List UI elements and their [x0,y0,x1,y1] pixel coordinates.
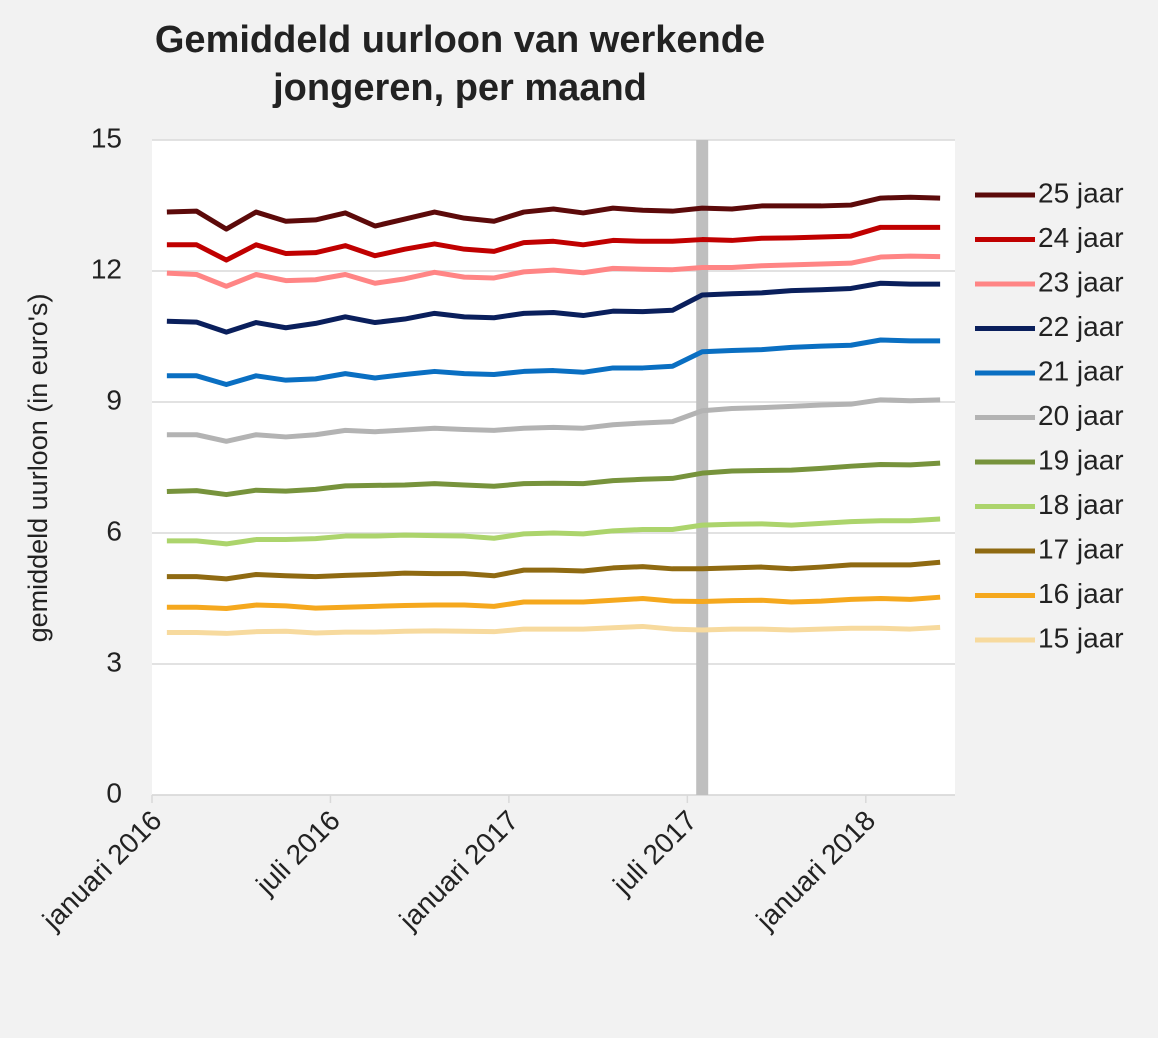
series-line [166,253,941,289]
y-tick-label: 0 [106,777,122,808]
series-line [166,280,941,335]
y-tick-label: 9 [106,384,122,415]
legend-label: 16 jaar [1038,578,1124,609]
y-tick-label: 12 [91,253,122,284]
legend-label: 21 jaar [1038,355,1124,386]
y-tick-label: 6 [106,515,122,546]
series-line [166,594,941,612]
legend-label: 23 jaar [1038,266,1124,297]
series-line [166,194,941,232]
y-tick-label: 3 [106,646,122,677]
series-line [166,224,941,263]
chart-title: jongeren, per maand [272,67,647,109]
legend-label: 25 jaar [1038,177,1124,208]
series-line [166,559,941,582]
series-line [166,460,941,498]
series-line [166,397,941,444]
legend-label: 19 jaar [1038,444,1124,475]
chart-title: Gemiddeld uurloon van werkende [155,19,765,61]
series-line [166,337,941,388]
legend-label: 17 jaar [1038,533,1124,564]
legend-label: 18 jaar [1038,489,1124,520]
legend-label: 24 jaar [1038,222,1124,253]
y-tick-label: 15 [91,122,122,153]
legend-label: 15 jaar [1038,622,1124,653]
legend-label: 20 jaar [1038,400,1124,431]
series-line [166,623,941,636]
series-line [166,516,941,547]
legend-label: 22 jaar [1038,311,1124,342]
y-axis-label: gemiddeld uurloon (in euro's) [23,294,53,643]
